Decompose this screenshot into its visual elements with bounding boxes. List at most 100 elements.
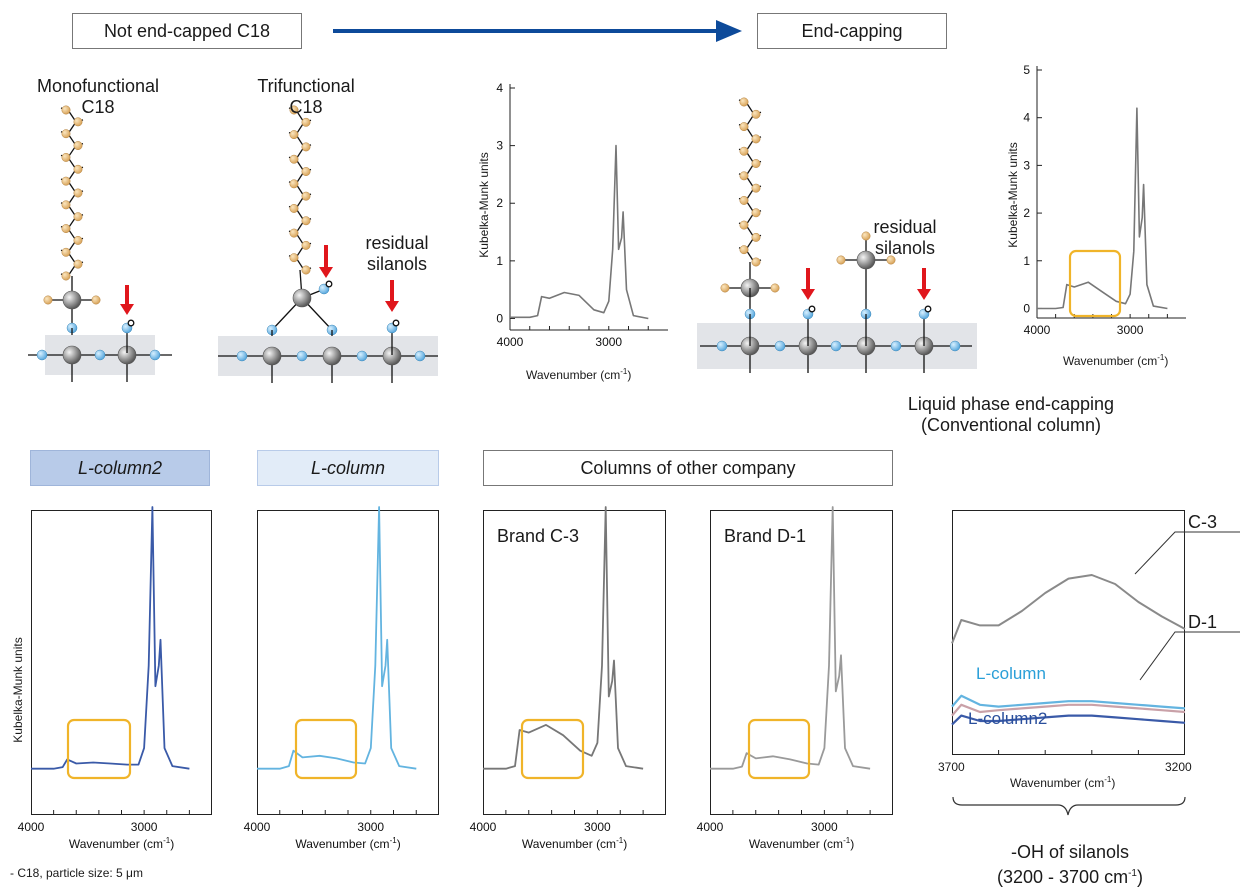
footnote: - C18, particle size: 5 μm (10, 866, 143, 880)
carbon-atom (73, 212, 83, 222)
carbon-atom (751, 232, 761, 242)
x-tick-label: 3000 (584, 820, 611, 834)
carbon-atom (751, 257, 761, 267)
carbon-atom (301, 191, 311, 201)
silicon-atom-endcap (856, 250, 876, 270)
carbon-atom (739, 196, 749, 205)
bottom-xlabel-close: ) (623, 837, 627, 851)
spectrum-line (510, 144, 649, 320)
carbon-atom (751, 159, 761, 168)
carbon-atom (61, 176, 71, 186)
carbon-atom (301, 142, 311, 152)
surface-oxygen-atom (414, 350, 426, 362)
zoom-label-c3: C-3 (1188, 512, 1218, 532)
bottom-xlabel-sup: -1 (163, 836, 171, 845)
y-tick-label: 2 (1023, 206, 1030, 220)
range-brace (952, 796, 1186, 816)
lcolumn2-header: L-column2 (30, 450, 210, 486)
bottom-xlabel: Wavenumber (cm-1) (522, 836, 627, 851)
endcapping-box: End-capping (757, 13, 947, 49)
carbon-atom (289, 105, 299, 115)
top-spectrum-2-xlabel: Wavenumber (cm-1) (1063, 353, 1169, 368)
silanol-highlight-box (520, 718, 585, 780)
x-tick-label: 3000 (357, 820, 384, 834)
surface-oxygen-atom (716, 340, 728, 352)
silicon-atom-tri-ligand (292, 288, 312, 308)
bottom-xlabel: Wavenumber (cm-1) (295, 836, 400, 851)
bottom-xlabel-sup: -1 (843, 836, 851, 845)
y-tick-label: 4 (496, 81, 503, 95)
x-tick-label: 3000 (1117, 323, 1144, 337)
carbon-atom (739, 97, 749, 107)
hydrogen-atom (924, 305, 932, 313)
carbon-atom (289, 253, 299, 263)
bottom-xlabel-close: ) (850, 837, 854, 851)
carbon-atom (289, 204, 299, 213)
carbon-atom (739, 220, 749, 230)
residual-silanols-label: residual silanols (365, 233, 429, 274)
carbon-atom (61, 152, 71, 162)
zoom-spectrum-line (951, 703, 1186, 717)
spectrum-line (1037, 107, 1168, 310)
leader-line-d1 (1139, 631, 1240, 681)
red-arrow-head (801, 289, 815, 300)
residual-silanols-label-2: residual silanols (873, 217, 937, 258)
oxygen-atom-tri-oh (318, 283, 330, 295)
zoom-xlabel: Wavenumber (cm-1) (1010, 775, 1116, 790)
bottom-xlabel-sup: -1 (390, 836, 398, 845)
silanol-highlight-box (747, 718, 811, 780)
bottom-xlabel: Wavenumber (cm-1) (749, 836, 854, 851)
carbon-atom (751, 134, 761, 144)
silanols-caption: -OH of silanols (3200 - 3700 cm-1) (997, 842, 1143, 887)
x-tick-label: 3000 (131, 820, 158, 834)
leader-line-c3 (1134, 531, 1240, 575)
hydrogen-atom (808, 305, 816, 313)
carbon-atom (886, 255, 896, 265)
silanol-highlight-box (294, 718, 358, 780)
surface-oxygen-atom (296, 350, 308, 362)
carbon-atom (61, 105, 71, 115)
x-tick-label: 3000 (595, 335, 622, 349)
carbon-atom (61, 129, 71, 139)
bottom-ylabel: Kubelka-Munk units (11, 637, 25, 743)
red-arrow-head (917, 289, 931, 300)
carbon-atom (751, 208, 761, 218)
y-tick-label: 3 (1023, 158, 1030, 172)
brand-d1-label: Brand D-1 (724, 526, 807, 546)
y-tick-label: 2 (496, 196, 503, 210)
carbon-atom (73, 164, 83, 174)
surface-oxygen-atom (949, 340, 961, 352)
carbon-atom (61, 247, 71, 257)
carbon-atom (739, 245, 749, 255)
carbon-atom (61, 224, 71, 234)
x-tick-label: 4000 (244, 820, 271, 834)
zoom-spectrum-line (951, 714, 1186, 726)
surface-silicon-atom (322, 346, 342, 366)
carbon-atom (301, 216, 311, 226)
surface-oxygen-atom (356, 350, 368, 362)
carbon-atom (61, 271, 71, 281)
carbon-atom (73, 259, 83, 269)
red-arrow-head (319, 267, 333, 278)
y-tick-label: 1 (1023, 254, 1030, 268)
carbon-atom (861, 231, 871, 241)
zoom-tick-3700: 3700 (938, 760, 965, 774)
surface-oxygen-atom (774, 340, 786, 352)
carbon-atom (73, 141, 83, 151)
y-tick-label: 0 (1023, 301, 1030, 315)
carbon-atom (289, 179, 299, 189)
y-tick-label: 0 (496, 311, 503, 325)
hydrogen-atom (127, 319, 135, 327)
tri-label: Trifunctional C18 (257, 76, 355, 117)
hydrogen-atom (325, 280, 333, 288)
carbon-atom (73, 117, 83, 127)
zoom-spectrum-line (951, 574, 1186, 644)
carbon-atom (301, 117, 311, 127)
carbon-atom (751, 183, 761, 193)
x-tick-label: 4000 (18, 820, 45, 834)
carbon-atom (289, 228, 299, 238)
